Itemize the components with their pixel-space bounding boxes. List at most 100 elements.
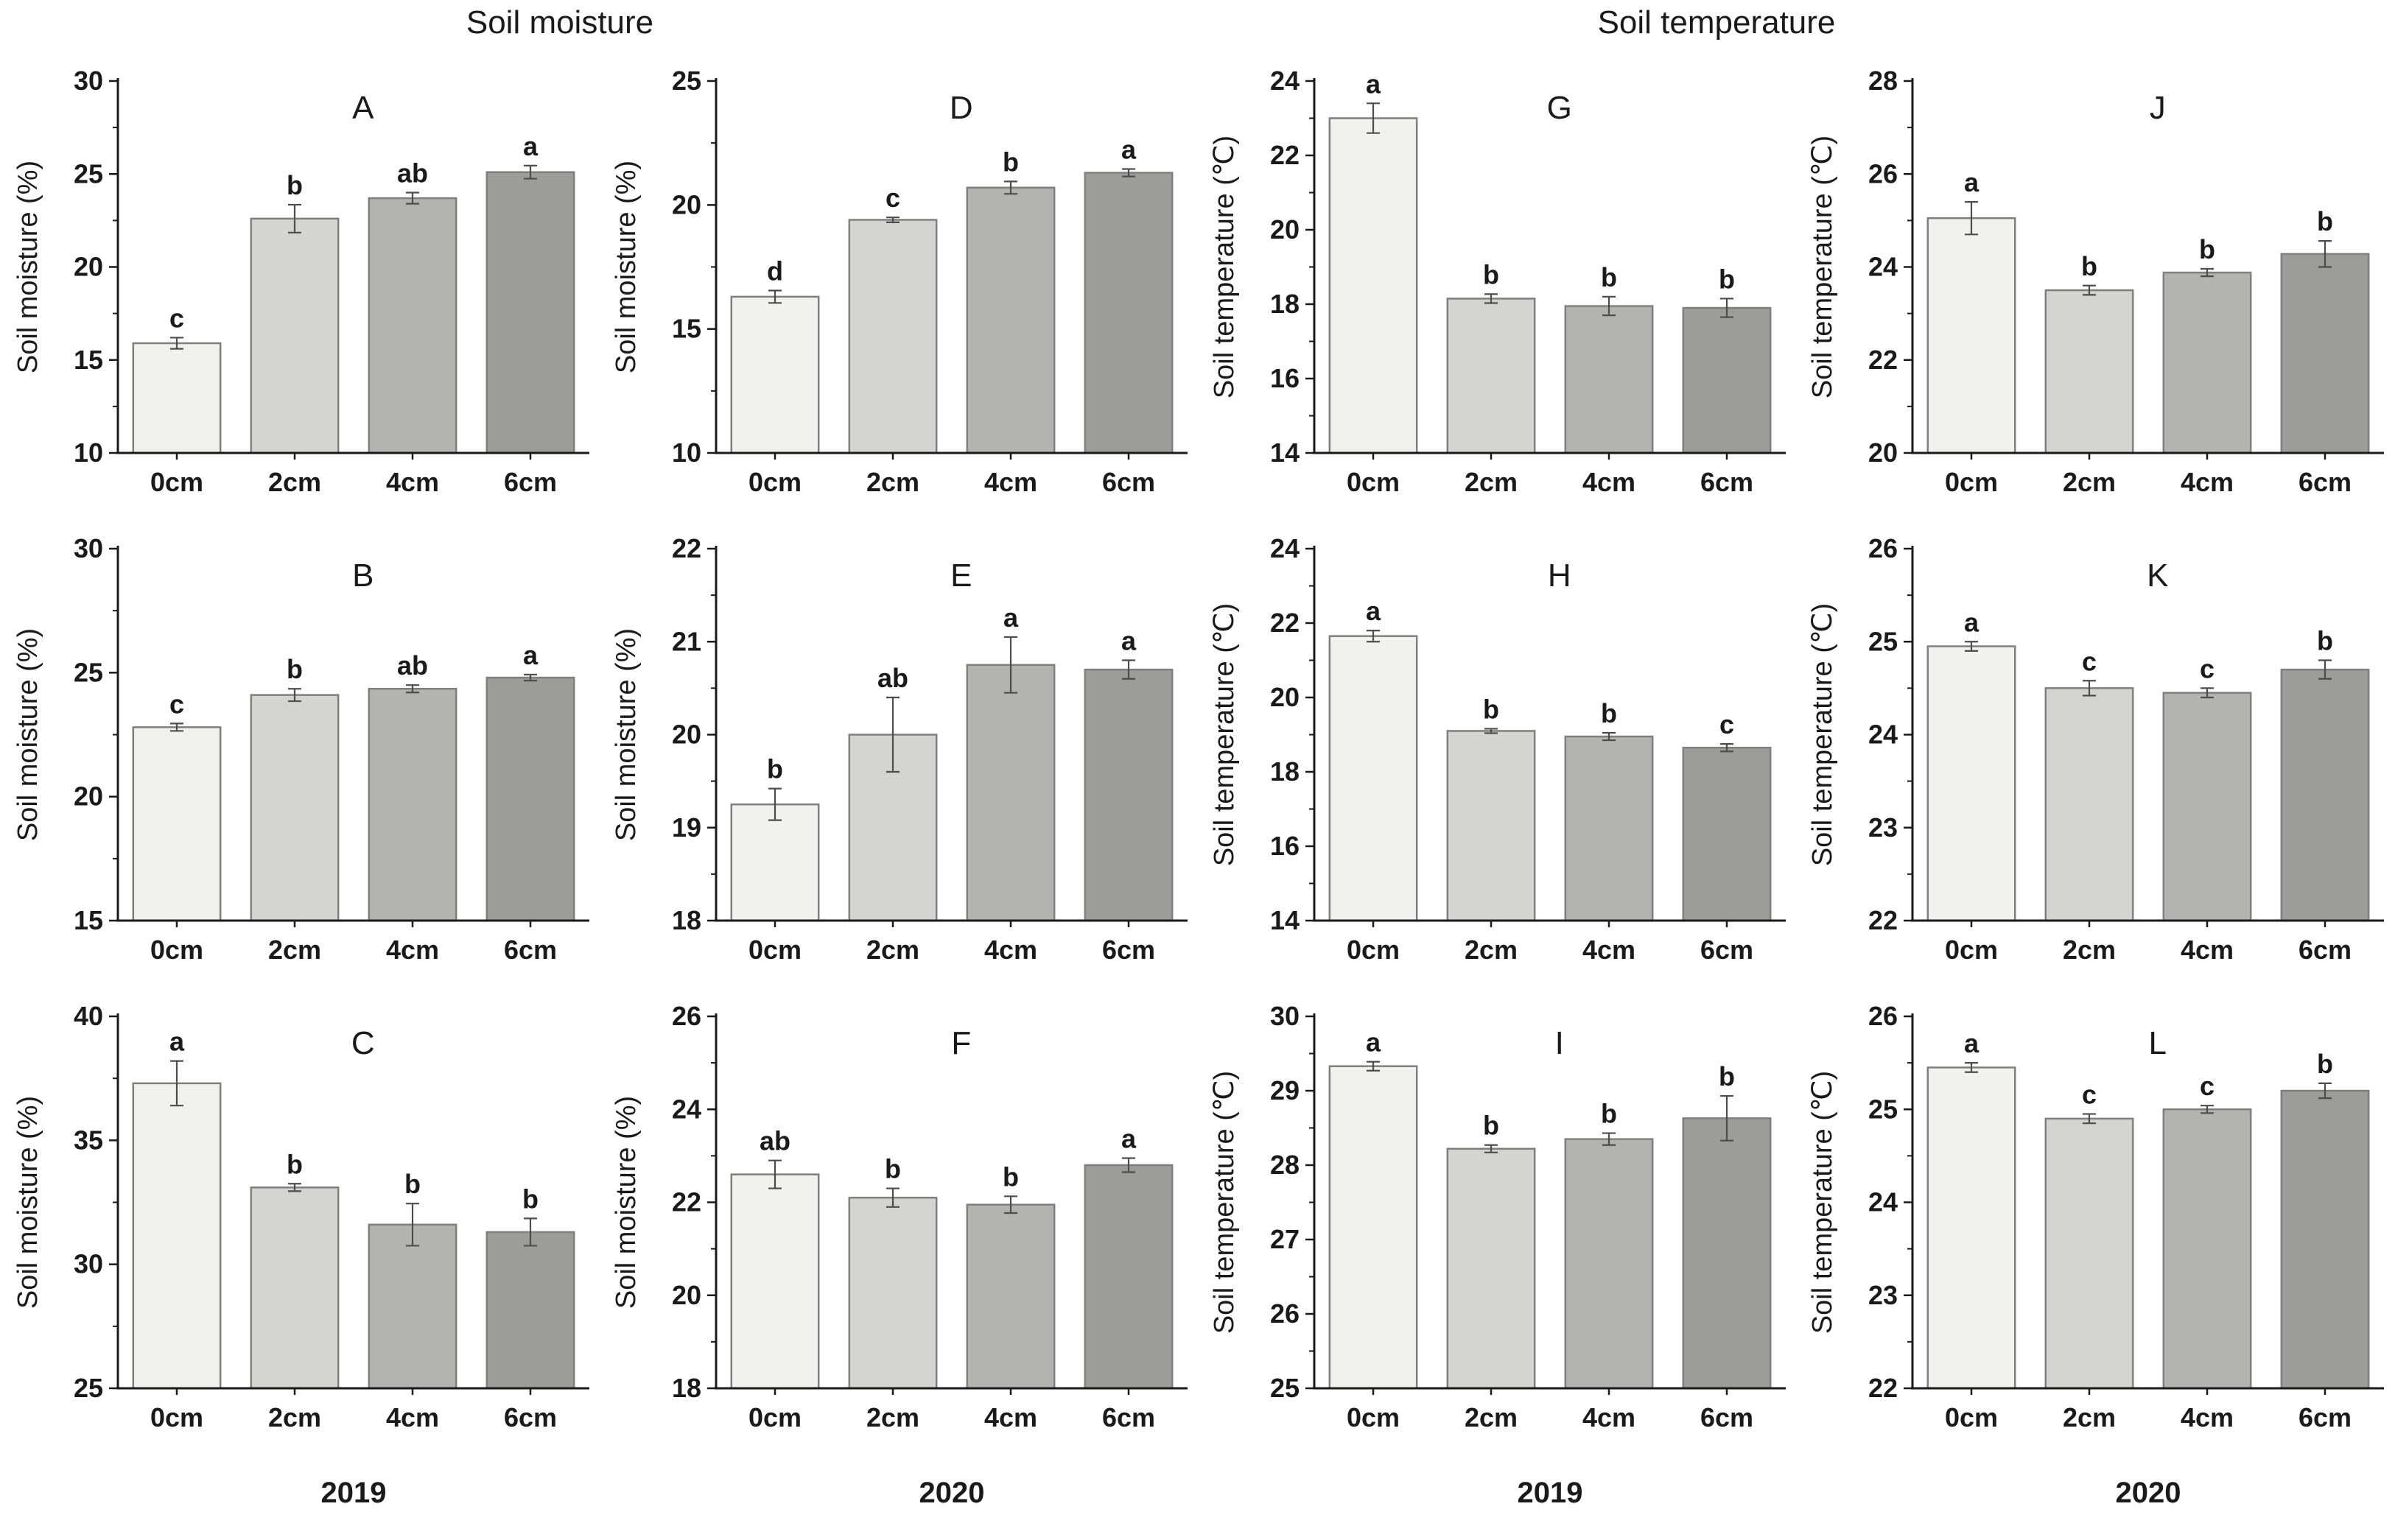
bar-6cm	[2280, 253, 2370, 454]
error-bar-0cm	[1367, 630, 1380, 643]
error-bar-6cm	[2318, 659, 2332, 680]
bar-6cm	[1682, 306, 1772, 454]
y-tick-label: 21	[672, 626, 701, 656]
y-tick-label: 18	[1270, 756, 1300, 787]
y-tick-label: 20	[672, 189, 701, 219]
x-tick-label: 2cm	[1465, 467, 1518, 497]
axes	[1313, 78, 1786, 454]
x-tick-label: 4cm	[984, 467, 1037, 497]
bar-4cm	[2162, 271, 2252, 454]
x-tick-label: 0cm	[1347, 1402, 1400, 1432]
x-tick-label: 4cm	[2181, 1402, 2234, 1432]
sig-letter: a	[523, 131, 539, 161]
sig-letter: b	[2199, 234, 2215, 264]
x-tick-label: 0cm	[1945, 935, 1998, 965]
bar-6cm	[1682, 1117, 1772, 1390]
panel-B: c b ab a 15 20 25 30 0cm 2cm 4cm 6cm B Soil moisture …	[13, 533, 589, 965]
sig-letter: b	[522, 1184, 539, 1214]
y-tick-label: 35	[74, 1125, 103, 1155]
column-title-soil-moisture: Soil moisture	[466, 4, 654, 41]
panel-I: a b b b 25 26 27 28 29 30 0cm 2cm 4cm 6cm I Soil temper…	[1209, 1001, 1786, 1509]
y-tick-label: 24	[1868, 1187, 1898, 1217]
sig-letter: b	[2081, 251, 2097, 281]
error-bar-0cm	[1965, 201, 1978, 236]
bar-4cm	[368, 687, 457, 922]
y-tick-label: 30	[74, 1249, 103, 1279]
y-tick-label: 24	[1868, 720, 1898, 750]
bar-6cm	[485, 676, 575, 922]
sig-letter: b	[2317, 206, 2333, 236]
sig-letter: b	[1601, 698, 1617, 728]
sig-letter: c	[886, 183, 900, 213]
axes	[715, 1013, 1188, 1390]
y-tick-label: 22	[1270, 140, 1300, 170]
x-tick-label: 6cm	[1700, 1402, 1753, 1432]
error-bar-0cm	[768, 1159, 782, 1189]
y-tick-label: 15	[672, 314, 701, 344]
panel-G: a b b b 14 16 18 20 22 24 0cm 2cm 4cm 6cm G Soil temper…	[1209, 66, 1786, 497]
panel-letter: D	[950, 90, 973, 126]
bar-2cm	[250, 217, 340, 454]
bar-6cm	[1084, 1164, 1174, 1390]
error-bar-2cm	[886, 1187, 900, 1208]
sig-letter: b	[885, 1154, 901, 1184]
error-bar-6cm	[524, 164, 537, 180]
bar-2cm	[250, 694, 340, 922]
y-tick-label: 20	[74, 781, 103, 812]
x-tick-label: 0cm	[748, 467, 802, 497]
y-tick-label: 22	[672, 533, 701, 563]
bar-0cm	[730, 1173, 820, 1390]
y-tick-label: 25	[1868, 626, 1898, 656]
error-bar-6cm	[1122, 1157, 1135, 1173]
y-tick-label: 40	[74, 1001, 103, 1031]
x-tick-label: 4cm	[386, 935, 439, 965]
error-bar-4cm	[1004, 180, 1017, 195]
axes	[1313, 1013, 1786, 1390]
y-tick-label: 20	[1270, 214, 1300, 245]
y-tick-label: 27	[1270, 1224, 1300, 1254]
error-bar-4cm	[406, 684, 419, 694]
error-bar-4cm	[1004, 636, 1017, 694]
sig-letter: b	[2317, 1049, 2333, 1079]
bar-6cm	[1682, 746, 1772, 922]
panel-J: a b b b 20 22 24 26 28 0cm 2cm 4cm 6cm J Soil temperat…	[1807, 66, 2384, 497]
y-tick-label: 22	[672, 1187, 701, 1217]
y-tick-label: 20	[74, 252, 103, 282]
x-tick-label: 4cm	[386, 1402, 439, 1432]
x-tick-label: 4cm	[984, 1402, 1037, 1432]
sig-letter: a	[1121, 135, 1137, 165]
error-bar-0cm	[170, 337, 183, 350]
sig-letter: b	[1719, 1061, 1735, 1091]
bar-0cm	[1926, 217, 2016, 454]
panel-E: b ab a a 18 19 20 21 22 0cm 2cm 4cm 6cm E Soil moistur…	[611, 533, 1188, 965]
error-bar-6cm	[1720, 298, 1733, 318]
column-title-soil-temperature: Soil temperature	[1597, 4, 1836, 41]
bar-2cm	[848, 219, 938, 454]
error-bar-0cm	[768, 289, 782, 304]
panel-letter: F	[951, 1025, 971, 1061]
y-tick-label: 10	[672, 437, 701, 468]
bar-2cm	[848, 1196, 938, 1390]
bar-6cm	[2280, 1089, 2370, 1390]
x-tick-label: 0cm	[1945, 1402, 1998, 1432]
sig-letter: a	[1366, 1027, 1381, 1058]
sig-letter: ab	[877, 663, 908, 693]
y-tick-label: 20	[672, 720, 701, 750]
y-tick-label: 16	[1270, 831, 1300, 861]
bar-0cm	[132, 342, 222, 454]
y-axis-label: Soil moisture (%)	[611, 628, 642, 841]
error-bar-6cm	[1122, 659, 1135, 680]
y-axis-label: Soil moisture (%)	[13, 161, 43, 373]
y-tick-label: 30	[74, 66, 103, 96]
error-bar-6cm	[524, 1217, 537, 1247]
bar-2cm	[2044, 289, 2134, 454]
sig-letter: a	[523, 640, 539, 670]
x-tick-label: 4cm	[1582, 467, 1635, 497]
error-bar-6cm	[2318, 1082, 2332, 1100]
error-bar-4cm	[1004, 1195, 1017, 1214]
bar-4cm	[966, 664, 1056, 922]
x-tick-label: 4cm	[2181, 935, 2234, 965]
bar-0cm	[1926, 645, 2016, 922]
sig-letter: a	[1121, 1124, 1137, 1154]
bar-4cm	[966, 1203, 1056, 1390]
